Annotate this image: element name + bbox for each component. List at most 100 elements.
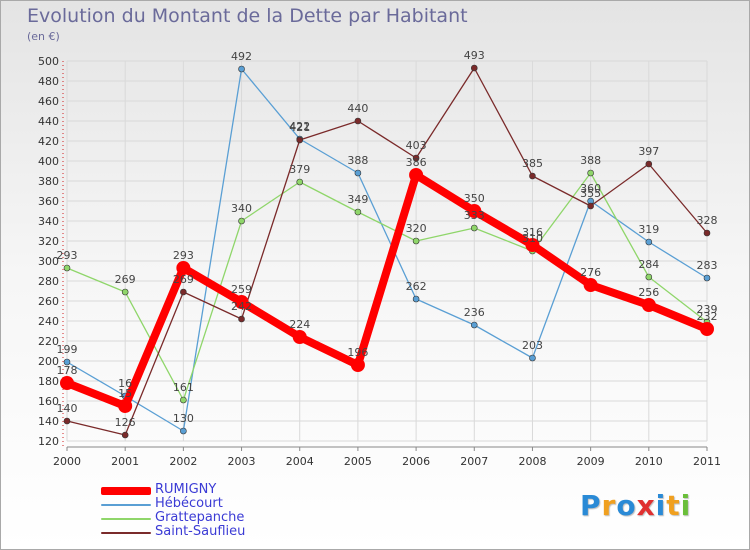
y-tick-label: 160	[38, 395, 59, 408]
logo-letter: t	[666, 489, 681, 522]
data-point	[470, 64, 478, 72]
data-point	[587, 169, 594, 177]
series-line	[66, 172, 708, 401]
logo-letter: o	[616, 489, 637, 522]
data-label: 293	[57, 249, 78, 262]
data-label: 328	[697, 214, 718, 227]
data-label: 161	[173, 381, 194, 394]
logo-letter: P	[580, 489, 602, 522]
x-tick-label: 2000	[53, 455, 81, 468]
chart-title: Evolution du Montant de la Dette par Hab…	[27, 5, 468, 27]
data-point	[354, 208, 362, 216]
data-point	[238, 315, 245, 323]
legend-item: Grattepanche	[101, 510, 301, 526]
data-point	[467, 204, 482, 218]
data-point	[529, 172, 536, 180]
data-point	[525, 238, 540, 252]
data-point	[470, 321, 478, 329]
data-label: 422	[289, 120, 310, 133]
x-tick-label: 2001	[111, 455, 139, 468]
legend-label: Grattepanche	[155, 510, 245, 525]
data-label: 283	[697, 259, 718, 272]
y-tick-label: 360	[38, 195, 59, 208]
data-point	[350, 358, 365, 372]
data-point	[292, 330, 307, 344]
data-point	[583, 278, 598, 292]
data-label: 492	[231, 50, 252, 63]
chart-subtitle: (en €)	[27, 30, 60, 43]
y-tick-label: 140	[38, 415, 59, 428]
series-line	[66, 68, 708, 432]
series-line	[66, 67, 708, 436]
legend-label: Saint-Sauflieu	[155, 524, 246, 539]
data-point	[238, 65, 245, 73]
data-label: 232	[697, 310, 718, 323]
data-label: 349	[347, 193, 368, 206]
y-tick-label: 260	[38, 295, 59, 308]
data-label: 242	[231, 300, 252, 313]
x-tick-label: 2011	[693, 455, 721, 468]
y-tick-label: 300	[38, 255, 59, 268]
data-point	[645, 273, 653, 281]
data-label: 140	[57, 402, 78, 415]
data-point	[354, 169, 362, 177]
data-label: 178	[57, 364, 78, 377]
data-point	[412, 295, 420, 303]
data-label: 340	[231, 202, 252, 215]
legend-item: RUMIGNY	[101, 483, 301, 498]
proxiti-logo: Proxiti	[580, 489, 691, 522]
data-point	[121, 431, 129, 439]
data-label: 16	[118, 377, 132, 390]
data-label: 15	[118, 387, 132, 400]
x-tick-label: 2004	[286, 455, 314, 468]
data-point	[412, 154, 420, 162]
legend-item: Hébécourt	[101, 497, 301, 512]
x-tick-label: 2010	[635, 455, 663, 468]
x-tick-label: 2005	[344, 455, 372, 468]
data-point	[470, 224, 478, 232]
legend-swatch	[101, 518, 151, 520]
logo-letter: x	[636, 489, 656, 522]
data-point	[703, 229, 711, 237]
data-point	[645, 238, 653, 246]
data-label: 440	[347, 102, 368, 115]
y-tick-label: 400	[38, 155, 59, 168]
data-label: 236	[464, 306, 485, 319]
logo-letter: r	[601, 489, 617, 522]
x-tick-label: 2008	[518, 455, 546, 468]
logo-letter: i	[680, 489, 692, 522]
y-tick-label: 480	[38, 75, 59, 88]
data-label: 310	[522, 232, 543, 245]
data-label: 320	[406, 222, 427, 235]
data-label: 388	[347, 154, 368, 167]
data-point	[63, 264, 71, 272]
data-label: 379	[289, 163, 310, 176]
data-point	[118, 399, 133, 413]
data-point	[529, 354, 536, 362]
legend-item: Saint-Sauflieu	[101, 524, 301, 540]
data-point	[180, 396, 187, 404]
data-label: 316	[522, 226, 543, 239]
data-label: 385	[522, 157, 543, 170]
data-label: 355	[580, 187, 601, 200]
legend-swatch	[101, 487, 151, 495]
data-label: 388	[580, 154, 601, 167]
data-point	[412, 237, 420, 245]
data-label: 196	[347, 346, 368, 359]
data-label: 256	[638, 286, 659, 299]
series-line	[63, 171, 711, 410]
data-label: 199	[57, 343, 78, 356]
data-point	[700, 322, 714, 336]
y-tick-label: 340	[38, 215, 59, 228]
data-point	[238, 217, 245, 225]
y-tick-label: 500	[38, 55, 59, 68]
data-point	[409, 168, 424, 182]
data-label: 269	[115, 273, 136, 286]
data-label: 126	[115, 416, 136, 429]
y-tick-label: 180	[38, 375, 59, 388]
x-tick-label: 2006	[402, 455, 430, 468]
data-label: 386	[406, 156, 427, 169]
y-tick-label: 200	[38, 355, 59, 368]
